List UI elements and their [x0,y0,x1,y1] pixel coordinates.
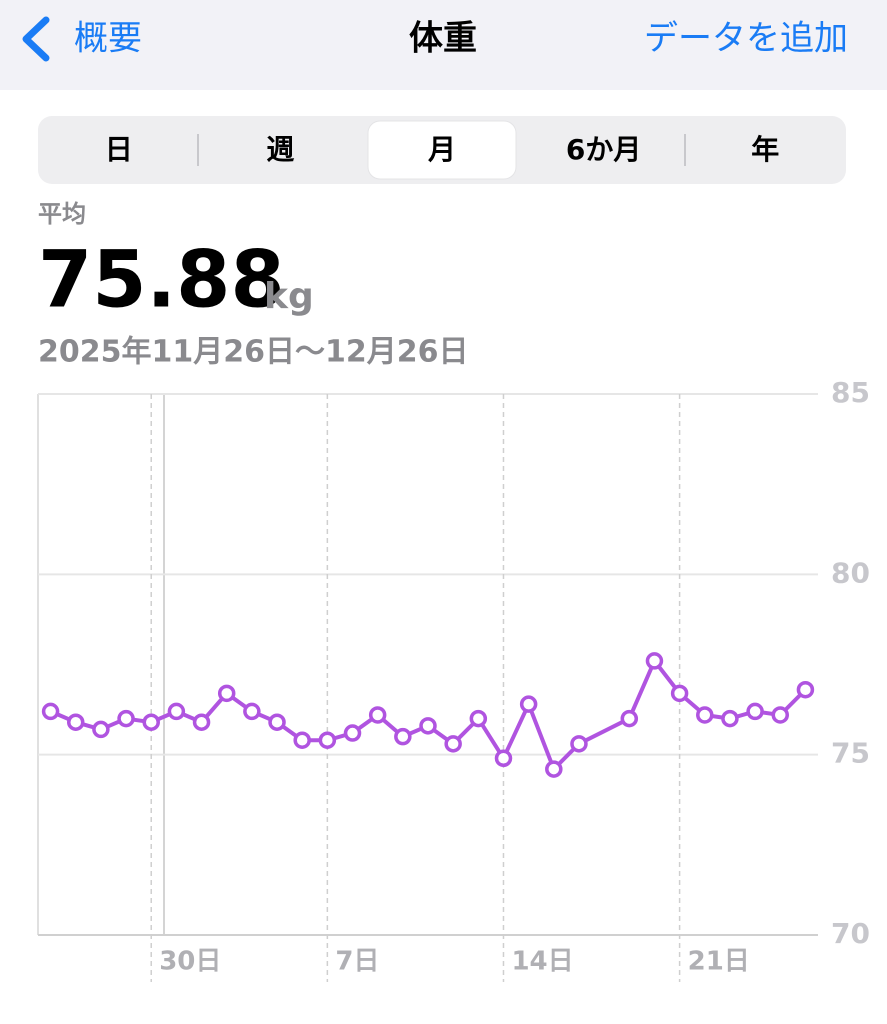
segment[interactable]: 6か月 [566,133,641,166]
data-point [368,706,387,724]
add-data-button[interactable]: データを追加 [644,19,848,59]
y-tick-label: 85 [831,376,870,409]
x-tick-label: 21日 [688,947,750,977]
summary-value: 75.88 [38,235,285,325]
data-point [494,749,513,768]
data-point [519,695,538,713]
data-point [645,652,664,670]
data-point [469,709,488,728]
data-point [419,717,437,735]
y-tick-label: 80 [831,556,870,589]
back-button[interactable]: 概要 [74,19,142,59]
x-tick-label: 14日 [511,947,573,977]
data-point [670,684,689,703]
data-point [117,709,135,728]
segment[interactable]: 年 [751,133,779,166]
segment[interactable]: 月 [427,133,456,166]
data-point [41,702,60,721]
data-point [268,713,286,731]
y-tick-label: 75 [831,737,870,770]
data-point [318,731,337,749]
data-point [696,706,714,724]
nav-bar [0,0,887,90]
data-point [167,702,186,721]
data-point [796,680,815,699]
nav-title: 体重 [409,19,477,59]
data-point [570,735,588,753]
data-point [293,731,311,749]
data-point [771,706,790,724]
data-point [444,735,462,753]
segment[interactable]: 日 [105,133,133,166]
data-point [545,760,563,778]
summary-label: 平均 [38,200,86,228]
data-point [721,709,739,728]
data-point [142,713,160,731]
data-point [620,709,639,728]
y-tick-label: 70 [831,917,870,950]
summary-range: 2025年11月26日〜12月26日 [38,335,469,370]
segment[interactable]: 週 [266,133,294,166]
data-point [394,727,412,746]
segment-selected [367,120,517,180]
data-point [92,720,110,739]
x-tick-label: 7日 [335,947,379,977]
x-tick-label: 30日 [159,947,221,977]
data-point [243,702,261,721]
data-point [66,713,85,731]
data-point [343,724,362,742]
data-point [192,713,211,731]
back-chevron[interactable] [22,16,50,62]
data-point [746,702,764,721]
summary-unit: kg [264,276,314,317]
data-point [217,684,236,703]
